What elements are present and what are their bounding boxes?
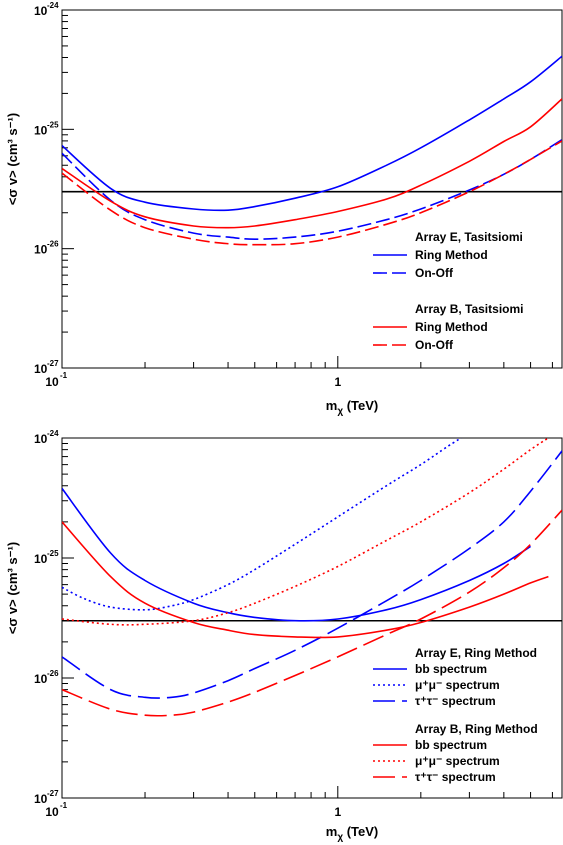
- y-tick-label: 10: [34, 4, 48, 18]
- y-tick-label-exponent: -25: [47, 549, 59, 558]
- series-line: [62, 438, 549, 626]
- x-axis-label: mχ (TeV): [326, 824, 378, 843]
- y-axis-label: <σ v> (cm³ s⁻¹): [5, 542, 20, 634]
- legend-group-header: Array E, Ring Method: [415, 646, 537, 660]
- y-tick-label: 10: [34, 672, 48, 686]
- legend-entry-label: Ring Method: [415, 320, 488, 334]
- x-tick-label-exponent: -1: [60, 371, 68, 380]
- x-ticks: [61, 786, 553, 798]
- series-curves: [62, 438, 562, 717]
- series-line: [62, 98, 562, 229]
- series-line: [62, 438, 462, 611]
- y-tick-label-exponent: -25: [47, 120, 59, 129]
- legend-entry-label: μ⁺μ⁻ spectrum: [415, 678, 500, 692]
- legend-group-header: Array B, Ring Method: [415, 722, 538, 736]
- y-tick-label: 10: [34, 792, 48, 806]
- y-axis-label: <σ v> (cm³ s⁻¹): [5, 113, 20, 205]
- legend-entry-label: bb spectrum: [415, 738, 487, 752]
- x-tick-label: 10: [45, 805, 59, 819]
- x-ticks: [61, 356, 553, 368]
- y-tick-label-exponent: -27: [47, 789, 59, 798]
- series-line: [62, 55, 562, 212]
- legend-entry-label: bb spectrum: [415, 662, 487, 676]
- y-tick-label: 10: [34, 552, 48, 566]
- y-tick-label: 10: [34, 243, 48, 257]
- legend-entry-label: Ring Method: [415, 248, 488, 262]
- plot-frame: [61, 9, 563, 369]
- legend-entry-label: τ⁺τ⁻ spectrum: [415, 694, 496, 708]
- legend-group-header: Array E, Tasitsiomi: [415, 230, 523, 244]
- x-tick-label: 10: [45, 375, 59, 389]
- series-line: [62, 487, 532, 622]
- y-tick-label-exponent: -24: [47, 1, 59, 10]
- legend-group-header: Array B, Tasitsiomi: [415, 302, 523, 316]
- x-axis-label: mχ (TeV): [326, 398, 378, 417]
- series-line: [62, 140, 562, 246]
- y-tick-label: 10: [34, 432, 48, 446]
- legend-entry-label: On-Off: [415, 266, 454, 280]
- plot-frame: [61, 437, 563, 799]
- y-ticks: [62, 9, 74, 369]
- y-tick-label: 10: [34, 362, 48, 376]
- series-line: [62, 521, 549, 639]
- legend-entry-label: μ⁺μ⁻ spectrum: [415, 754, 500, 768]
- legend: Array E, Tasitsiomi Ring Method On-Off Arra…: [373, 230, 523, 352]
- y-tick-label-exponent: -26: [47, 669, 59, 678]
- y-tick-label-exponent: -27: [47, 359, 59, 368]
- x-tick-label-exponent: -1: [60, 801, 68, 810]
- series-curves: [62, 55, 562, 246]
- series-line: [62, 138, 562, 241]
- series-line: [62, 450, 562, 699]
- y-tick-label: 10: [34, 123, 48, 137]
- series-line: [62, 509, 562, 717]
- legend: Array E, Ring Method bb spectrum μ⁺μ⁻ spec…: [373, 646, 538, 784]
- y-tick-label-exponent: -26: [47, 240, 59, 249]
- legend-entry-label: τ⁺τ⁻ spectrum: [415, 770, 496, 784]
- y-tick-label-exponent: -24: [47, 429, 59, 438]
- x-tick-label: 1: [334, 805, 341, 819]
- x-tick-label: 1: [334, 375, 341, 389]
- legend-entry-label: On-Off: [415, 338, 454, 352]
